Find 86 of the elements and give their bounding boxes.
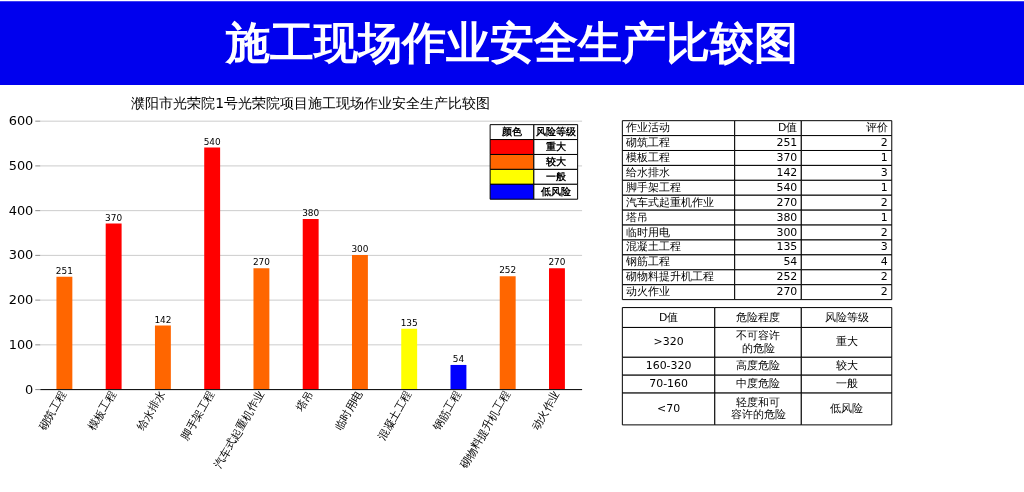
data-label: 135 <box>400 317 418 328</box>
text: 评价 <box>865 121 888 135</box>
x-tick-label: 给水排水 <box>134 388 169 433</box>
text: 54 <box>783 255 798 269</box>
legend-label: 低风险 <box>539 185 572 197</box>
text: 3 <box>880 165 888 179</box>
data-label: 380 <box>302 208 320 219</box>
text: 380 <box>776 210 798 224</box>
text: >320 <box>653 335 684 349</box>
text: 中度危险 <box>736 377 781 391</box>
legend-label: 较大 <box>544 155 567 167</box>
text: <70 <box>657 401 681 415</box>
text: D值 <box>658 310 679 324</box>
legend-label: 重大 <box>544 141 567 152</box>
y-tick-label: 400 <box>8 202 34 218</box>
category-label: 给水排水 <box>626 165 671 179</box>
text: 2 <box>880 136 888 150</box>
category-label: 砌筑工程 <box>626 136 671 150</box>
y-tick-label: 600 <box>8 113 34 129</box>
category-label: 钢筋工程 <box>626 255 671 269</box>
data-label: 270 <box>548 257 566 268</box>
x-tick-label: 动火作业 <box>528 388 563 433</box>
category-label: 砌物料提升机工程 <box>626 270 715 284</box>
text: 高度危险 <box>736 359 781 373</box>
text: 252 <box>776 270 798 284</box>
data-label: 300 <box>351 243 369 254</box>
data-label: 251 <box>55 265 73 276</box>
text: 270 <box>776 195 798 209</box>
text: 一般 <box>835 377 858 391</box>
text: 251 <box>776 136 798 150</box>
data-label: 370 <box>105 212 123 223</box>
legend-label: 一般 <box>545 170 567 182</box>
text: 160-320 <box>645 359 692 373</box>
x-tick-label: 塔吊 <box>293 388 316 415</box>
category-label: 混凝土工程 <box>626 240 682 254</box>
y-tick-label: 500 <box>8 157 34 173</box>
text: 重大 <box>835 335 858 349</box>
text: 3 <box>880 240 888 254</box>
annotation: 颜色 <box>501 126 523 138</box>
x-tick-label: 临时用电 <box>331 388 366 433</box>
category-label: 汽车式起重机作业 <box>626 195 715 209</box>
data-label: 142 <box>154 314 172 325</box>
text: 2 <box>880 225 888 239</box>
text: 70-160 <box>649 377 688 391</box>
legend-title: 风险等级 <box>534 126 577 138</box>
data-label: 270 <box>252 257 271 268</box>
data-label: 54 <box>452 353 465 364</box>
data-label: 540 <box>203 136 222 147</box>
text: 1 <box>880 180 888 194</box>
category-label: 动火作业 <box>626 285 671 299</box>
y-tick-label: 300 <box>8 247 34 263</box>
text: 风险等级 <box>824 310 869 324</box>
text: 135 <box>776 240 798 254</box>
text: 300 <box>776 225 798 239</box>
chart-subtitle: 濮阳市光荣院1号光荣院项目施工现场作业安全生产比较图 <box>131 94 491 111</box>
text: 142 <box>776 165 798 179</box>
text: 1 <box>880 150 888 164</box>
text: 作业活动 <box>625 121 671 135</box>
text: 1 <box>880 210 888 224</box>
text: 540 <box>776 180 798 194</box>
x-tick-label: 脚手架工程 <box>178 388 218 443</box>
y-tick-label: 100 <box>8 336 34 352</box>
x-tick-label: 钢筋工程 <box>429 388 464 434</box>
category-label: 塔吊 <box>626 210 649 224</box>
text: 2 <box>880 285 888 299</box>
text: 低风险 <box>830 401 864 415</box>
text: D值 <box>777 121 798 135</box>
text: 370 <box>776 150 798 164</box>
category-label: 临时用电 <box>626 225 671 239</box>
text: 轻度和可容许的危险 <box>730 395 786 422</box>
y-tick-label: 0 <box>25 381 34 397</box>
text: 2 <box>880 270 888 284</box>
category-label: 模板工程 <box>626 150 671 164</box>
category-label: 脚手架工程 <box>626 180 682 194</box>
text: 危险程度 <box>736 310 781 324</box>
text: 不可容许的危险 <box>736 328 781 355</box>
x-tick-label: 混凝土工程 <box>375 388 415 443</box>
x-tick-label: 砌筑工程 <box>35 388 70 434</box>
chart-title: 施工现场作业安全生产比较图 <box>224 17 798 69</box>
data-label: 252 <box>499 265 517 276</box>
y-tick-label: 200 <box>8 292 34 308</box>
text: 4 <box>880 255 888 269</box>
text: 较大 <box>835 359 858 373</box>
text: 2 <box>880 195 888 209</box>
text: 270 <box>776 285 798 299</box>
x-tick-label: 模板工程 <box>85 388 119 433</box>
